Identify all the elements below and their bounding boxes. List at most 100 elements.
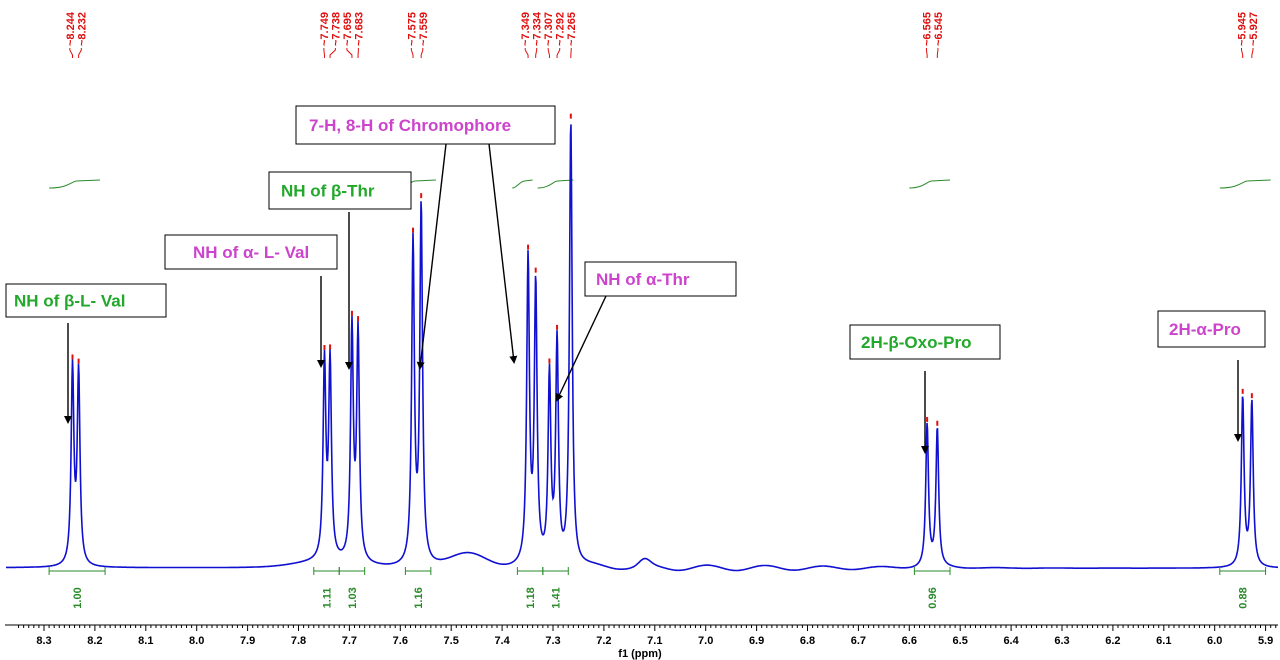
- peak-pick-label: ~7.559: [418, 12, 430, 46]
- integral-value: 1.11: [321, 588, 333, 609]
- annotation-arrow: [488, 143, 518, 364]
- integral-value: 1.16: [413, 587, 425, 608]
- annotation-box: [584, 261, 737, 297]
- x-tick-label: 8.1: [138, 635, 153, 647]
- x-tick-label: 7.1: [647, 635, 662, 647]
- x-tick-label: 7.5: [444, 635, 459, 647]
- peak-pick-labels: ~8.244 ~8.232 ~7.749 ~7.738 ~7.695 ~7.683 ~7.5…: [65, 11, 1260, 58]
- annotation-box: [5, 283, 167, 318]
- x-tick-label: 7.9: [240, 635, 255, 647]
- peak-pick-label: ~7.575: [406, 12, 418, 46]
- annotation-box: [1157, 310, 1266, 348]
- peak-pick-connector: [323, 48, 325, 58]
- x-tick-label: 8.3: [36, 635, 51, 647]
- annotation: NH of α- L- Val: [164, 234, 338, 368]
- peak-pick-connector: [535, 48, 538, 58]
- annotation: 2H-β-Oxo-Pro: [849, 324, 1001, 454]
- x-tick-label: 6.4: [1003, 635, 1019, 647]
- peak-pick-label: ~8.244: [65, 11, 77, 46]
- integral-value: 1.18: [525, 587, 537, 608]
- annotation: NH of β-Thr: [268, 171, 412, 370]
- x-tick-label: 6.3: [1054, 635, 1069, 647]
- x-axis: 8.3 8.2 8.1 8.0 7.9 7.8 7.7 7.6 7.5 7.4 7.3 7.2 7.1 7…: [5, 624, 1278, 647]
- annotation-label: NH of α- L- Val: [193, 243, 309, 262]
- peak-pick-label: ~7.292: [555, 12, 567, 46]
- x-tick-label: 7.7: [342, 635, 357, 647]
- peak-pick-label: ~7.738: [330, 12, 342, 46]
- integral-curve: [909, 179, 951, 189]
- peak-pick-connector: [346, 48, 353, 58]
- x-tick-label: 6.8: [800, 635, 815, 647]
- annotation-box: [268, 171, 412, 210]
- integral-value: 1.03: [347, 587, 359, 608]
- peak-pick-label: ~7.749: [319, 12, 331, 46]
- x-tick-label: 7.4: [494, 635, 510, 647]
- peak-pick-connector: [524, 48, 529, 58]
- peak-pick-connector: [69, 48, 74, 58]
- peak-pick-label: ~7.683: [353, 12, 365, 46]
- annotation: NH of α-Thr: [555, 261, 737, 402]
- x-tick-label: 7.8: [291, 635, 306, 647]
- peak-pick-connector: [329, 48, 336, 58]
- peak-pick-connector: [556, 48, 561, 58]
- peak-pick-connector: [78, 48, 82, 58]
- integral-curves: [49, 179, 1271, 189]
- integral-value: 0.96: [927, 587, 939, 608]
- integral-curve: [512, 179, 533, 189]
- x-axis-title: f1 (ppm): [618, 648, 662, 660]
- peak-pick-connector: [1241, 48, 1244, 58]
- peak-pick-connector: [936, 48, 939, 58]
- peak-pick-connector: [925, 48, 928, 58]
- integral-value: 1.41: [551, 587, 563, 608]
- x-tick-label: 7.6: [393, 635, 408, 647]
- x-tick-label: 6.2: [1105, 635, 1120, 647]
- integral-value: 0.88: [1238, 587, 1250, 608]
- annotation: 2H-α-Pro: [1157, 310, 1266, 442]
- peak-pick-label: ~6.545: [933, 12, 945, 46]
- peak-pick-label: ~7.695: [342, 12, 354, 46]
- peak-pick-connector: [547, 48, 550, 58]
- spectrum-line: [6, 124, 1278, 572]
- peak-pick-label: ~7.349: [520, 12, 532, 46]
- integral-curve: [537, 179, 574, 189]
- x-tick-label: 8.0: [189, 635, 204, 647]
- peak-pick-label: ~7.265: [566, 12, 578, 46]
- annotation-label: 2H-α-Pro: [1169, 320, 1241, 339]
- peak-pick-label: ~5.927: [1248, 12, 1260, 46]
- peak-pick-label: ~7.334: [532, 11, 544, 46]
- x-tick-label: 6.5: [953, 635, 968, 647]
- integral-value: 1.00: [72, 587, 84, 608]
- x-tick-label: 7.0: [698, 635, 713, 647]
- annotation-label: NH of β-L- Val: [14, 292, 125, 311]
- annotation: NH of β-L- Val: [5, 283, 167, 424]
- peak-pick-connector: [1251, 48, 1254, 58]
- annotation-box: [295, 105, 556, 145]
- annotation: 7-H, 8-H of Chromophore: [295, 105, 556, 370]
- integral-curve: [49, 179, 101, 189]
- x-tick-label: 5.9: [1258, 635, 1273, 647]
- peak-pick-connector: [410, 48, 414, 58]
- x-tick-label: 7.3: [545, 635, 560, 647]
- x-tick-label: 6.7: [851, 635, 866, 647]
- annotation-label: 7-H, 8-H of Chromophore: [309, 116, 511, 135]
- x-tick-label: 6.9: [749, 635, 764, 647]
- peak-pick-label: ~7.307: [543, 12, 555, 46]
- x-tick-label: 6.1: [1156, 635, 1171, 647]
- peak-pick-label: ~6.565: [921, 12, 933, 46]
- peak-pick-connector: [420, 48, 424, 58]
- x-tick-label: 8.2: [87, 635, 102, 647]
- x-tick-label: 7.2: [596, 635, 611, 647]
- integral-regions: 1.00 1.11 1.03 1.16 1.18 1.41 0.96 0.88: [48, 567, 1267, 609]
- x-tick-label: 6.6: [902, 635, 917, 647]
- annotation-box: [849, 324, 1001, 360]
- peak-pick-label: ~5.945: [1237, 12, 1249, 46]
- annotation-box: [164, 234, 338, 270]
- annotation-arrow: [555, 295, 607, 402]
- integral-curve: [1219, 179, 1271, 189]
- peak-top-markers: [71, 113, 1253, 426]
- annotation-label: 2H-β-Oxo-Pro: [861, 333, 972, 352]
- annotations: NH of β-L- Val NH of α- L- Val NH of β-Thr…: [5, 105, 1266, 454]
- x-tick-label: 6.0: [1207, 635, 1222, 647]
- peak-pick-label: ~8.232: [76, 12, 88, 46]
